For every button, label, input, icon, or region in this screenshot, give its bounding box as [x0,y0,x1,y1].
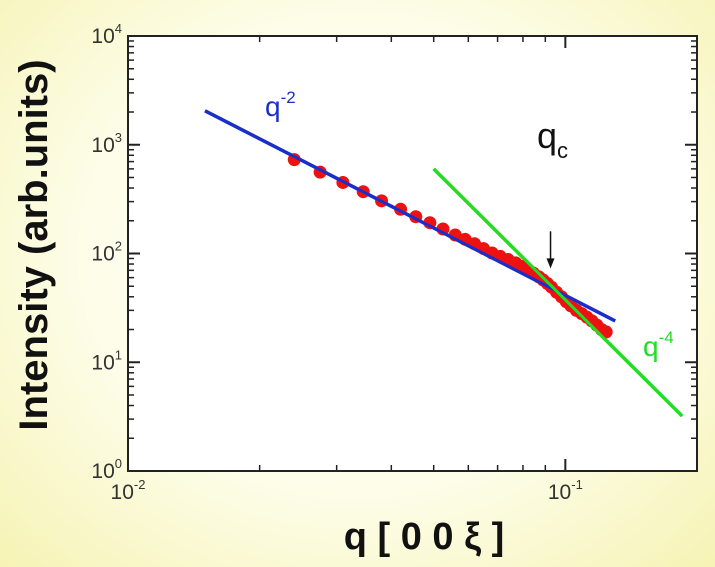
x-axis-title: q [ 0 0 ξ ] [344,516,505,558]
axis-ticks: 100 101 102 103 104 10-2 10-1 [91,21,698,504]
plot-area [127,35,698,472]
x-tick-label: 10-1 [548,477,583,504]
y-tick-label: 103 [91,130,122,157]
annotations: q-2 q-4 qc [265,88,674,362]
y-tick-label: 100 [91,456,122,483]
x-tick-label: 10-2 [111,477,146,504]
power-law-line-overlay [432,167,684,418]
annotation-q-4: q-4 [643,328,674,362]
qc-arrowhead [546,258,555,269]
power-law-line-overlay [204,109,616,323]
y-tick-label: 102 [91,239,122,266]
annotation-q-2: q-2 [265,88,296,122]
data-series [204,109,684,418]
y-tick-label: 101 [91,347,122,374]
y-tick-label: 104 [91,21,122,48]
y-axis-title: Intensity (arb.units) [12,59,56,430]
annotation-qc: qc [537,115,568,163]
